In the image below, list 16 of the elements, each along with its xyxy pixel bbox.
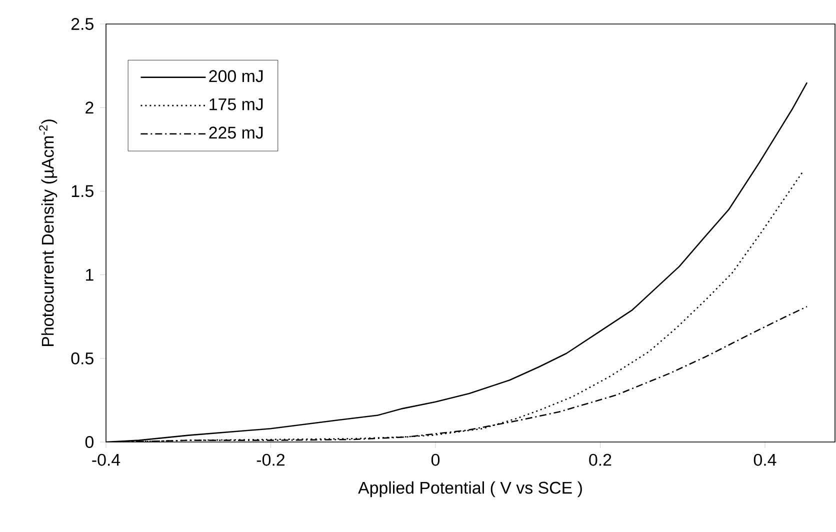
y-tick-label: 1.5 — [72, 185, 94, 198]
y-tick-label: 2.5 — [71, 18, 94, 30]
y-tick-label: 0.5 — [71, 352, 94, 364]
x-tick-label: -0.4 — [92, 454, 120, 466]
legend-label: 175 mJ — [210, 98, 263, 110]
y-axis-title: Photocurrent Density (µAcm$^{-2}$) — [39, 120, 58, 346]
x-tick-label: 0.2 — [589, 454, 612, 466]
legend-label: 200 mJ — [209, 70, 263, 82]
x-tick-label: 0 — [431, 454, 440, 466]
x-tick-label: -0.2 — [256, 454, 284, 466]
y-tick-label: 1 — [86, 268, 94, 281]
y-tick-label: 2 — [86, 102, 94, 114]
x-tick-label: 0.4 — [754, 454, 776, 466]
x-axis-title: Applied Potential ( V vs SCE ) — [358, 481, 582, 498]
y-tick-label: 0 — [85, 436, 94, 448]
legend-label: 225 mJ — [209, 126, 263, 139]
